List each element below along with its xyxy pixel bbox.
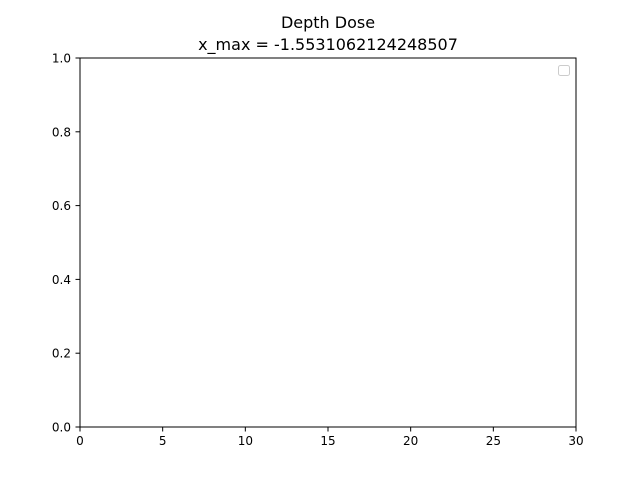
y-tick-label: 0.0 <box>52 421 71 435</box>
y-tick-label: 0.2 <box>52 347 71 361</box>
x-tick-label: 25 <box>486 434 501 448</box>
x-tick-label: 20 <box>403 434 418 448</box>
legend-box <box>558 65 570 76</box>
y-tick-label: 0.6 <box>52 199 71 213</box>
x-tick-label: 0 <box>76 434 84 448</box>
x-tick-label: 30 <box>568 434 583 448</box>
y-tick-label: 0.8 <box>52 125 71 139</box>
x-tick-label: 10 <box>238 434 253 448</box>
y-axis-ticks: 0.0 0.2 0.4 0.6 0.8 1.0 <box>52 52 80 435</box>
y-tick-label: 1.0 <box>52 52 71 66</box>
y-tick-label: 0.4 <box>52 273 71 287</box>
x-axis-ticks: 0 5 10 15 20 25 30 <box>76 427 584 448</box>
x-tick-label: 5 <box>159 434 167 448</box>
x-tick-label: 15 <box>320 434 335 448</box>
plot-area <box>80 58 576 427</box>
chart-subtitle: x_max = -1.5531062124248507 <box>198 35 458 55</box>
plot-frame <box>79 57 577 428</box>
chart-title: Depth Dose <box>281 13 375 32</box>
